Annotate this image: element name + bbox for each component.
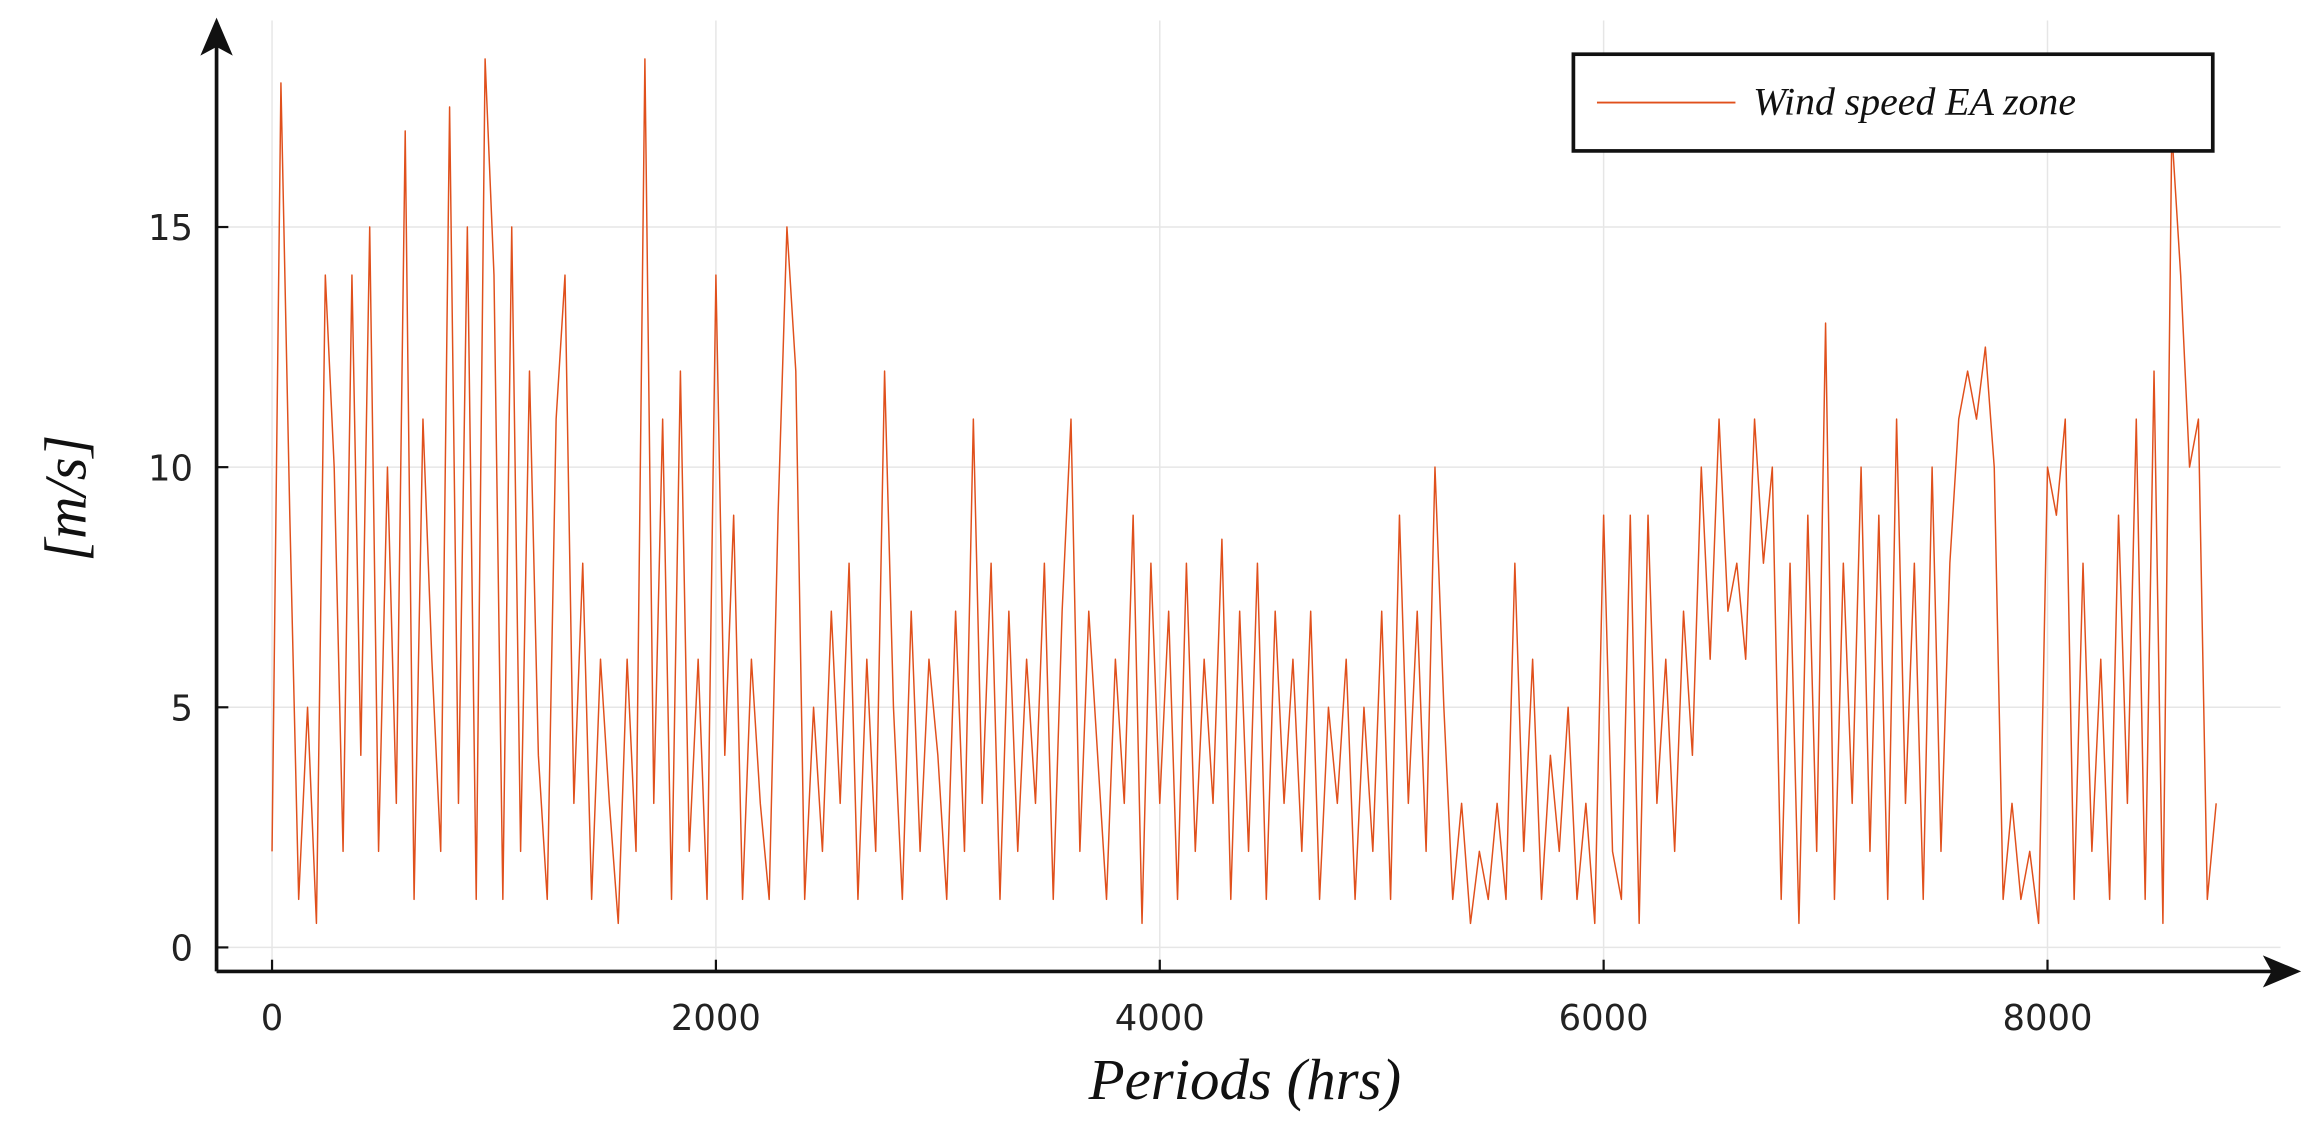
legend: Wind speed EA zone: [1571, 52, 2215, 153]
plot-lines: [271, 58, 2217, 925]
y-axis-label: [m/s]: [33, 435, 98, 562]
series-line: [271, 58, 2217, 925]
y-tick-label: 5: [170, 689, 192, 730]
x-tick-label: 8000: [2003, 998, 2093, 1039]
y-tick-label: 15: [148, 208, 193, 249]
x-axis-label: Periods (hrs): [1088, 1047, 1402, 1112]
y-tick-label: 0: [170, 929, 192, 970]
legend-label: Wind speed EA zone: [1753, 79, 2076, 123]
y-tick-label: 10: [148, 448, 193, 489]
y-axis-arrow: [200, 17, 233, 56]
x-axis-arrow: [2262, 955, 2302, 988]
axes: 0 2000 4000 6000 8000 0 5 10 15: [148, 17, 2302, 1039]
x-tick-label: 6000: [1559, 998, 1649, 1039]
x-tick-label: 0: [261, 998, 283, 1039]
x-tick-label: 2000: [671, 998, 761, 1039]
x-tick-label: 4000: [1115, 998, 1205, 1039]
